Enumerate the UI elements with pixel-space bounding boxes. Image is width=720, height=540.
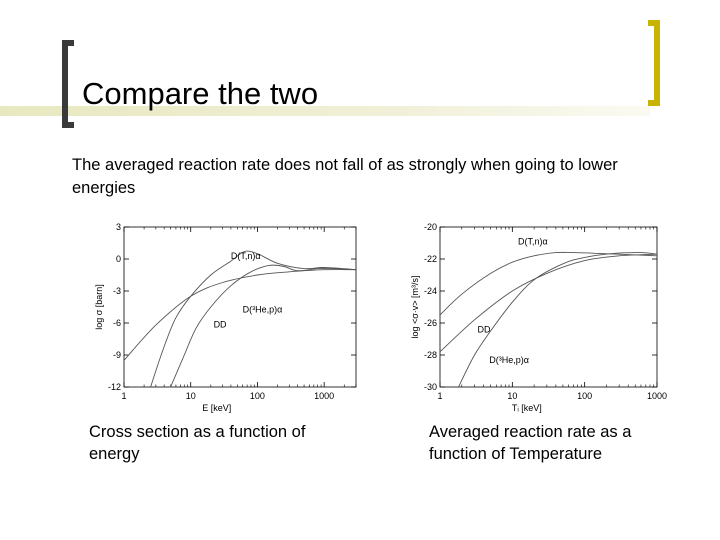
y-tick-label: -9 — [113, 350, 121, 360]
y-tick-label: -3 — [113, 286, 121, 296]
x-tick-label: 1 — [437, 391, 442, 401]
right-bracket-decoration — [648, 20, 660, 106]
series-annotation-2: DD — [214, 319, 227, 329]
series-line-1 — [440, 253, 657, 353]
y-tick-label: 0 — [116, 254, 121, 264]
intro-text: The averaged reaction rate does not fall… — [72, 156, 618, 197]
y-tick-label: -30 — [424, 382, 437, 392]
series-line-1 — [170, 264, 356, 387]
series-annotation-0: D(T,n)α — [231, 251, 261, 261]
plot-area — [439, 226, 658, 388]
x-tick-label: 1 — [121, 391, 126, 401]
y-tick-label: -22 — [424, 254, 437, 264]
y-tick-label: -6 — [113, 318, 121, 328]
caption-cross-section: Cross section as a function of energy — [89, 423, 306, 463]
y-tick-label: -28 — [424, 350, 437, 360]
series-line-2 — [124, 269, 356, 361]
reaction-rate-chart: 1 10 100 1000 -20 -22 -24 -26 -28 -30 Tᵢ [keV] log … — [410, 222, 667, 413]
series-annotation-1: D(³He,p)α — [243, 304, 283, 314]
title-band — [0, 106, 650, 116]
x-tick-label: 10 — [507, 391, 517, 401]
y-axis-label: log <σ·v> [m³/s] — [410, 275, 420, 338]
y-axis-label: log σ [barn] — [94, 284, 104, 330]
x-tick-label: 100 — [250, 391, 265, 401]
cross-section-chart: 1 10 100 1000 3 0 -3 -6 -9 -12 E [keV] log σ [barn]… — [94, 222, 357, 413]
y-tick-label: -12 — [108, 382, 121, 392]
x-axis-label: Tᵢ [keV] — [512, 403, 542, 413]
x-tick-label: 100 — [577, 391, 592, 401]
series-annotation-2: D(³He,p)α — [489, 355, 529, 365]
y-tick-label: -24 — [424, 286, 437, 296]
series-annotation-1: DD — [478, 325, 491, 335]
x-axis-label: E [keV] — [202, 403, 231, 413]
x-tick-label: 1000 — [647, 391, 667, 401]
series-line-0 — [150, 250, 356, 387]
left-bracket-decoration — [62, 40, 74, 128]
series-annotation-0: D(T,n)α — [518, 237, 548, 247]
slide-title: Compare the two — [82, 76, 319, 111]
caption-reaction-rate: Averaged reaction rate as a function of … — [429, 423, 632, 463]
x-tick-label: 1000 — [314, 391, 334, 401]
y-tick-label: -20 — [424, 222, 437, 232]
y-tick-label: -26 — [424, 318, 437, 328]
y-tick-label: 3 — [116, 222, 121, 232]
x-tick-label: 10 — [186, 391, 196, 401]
series-line-2 — [458, 252, 657, 387]
